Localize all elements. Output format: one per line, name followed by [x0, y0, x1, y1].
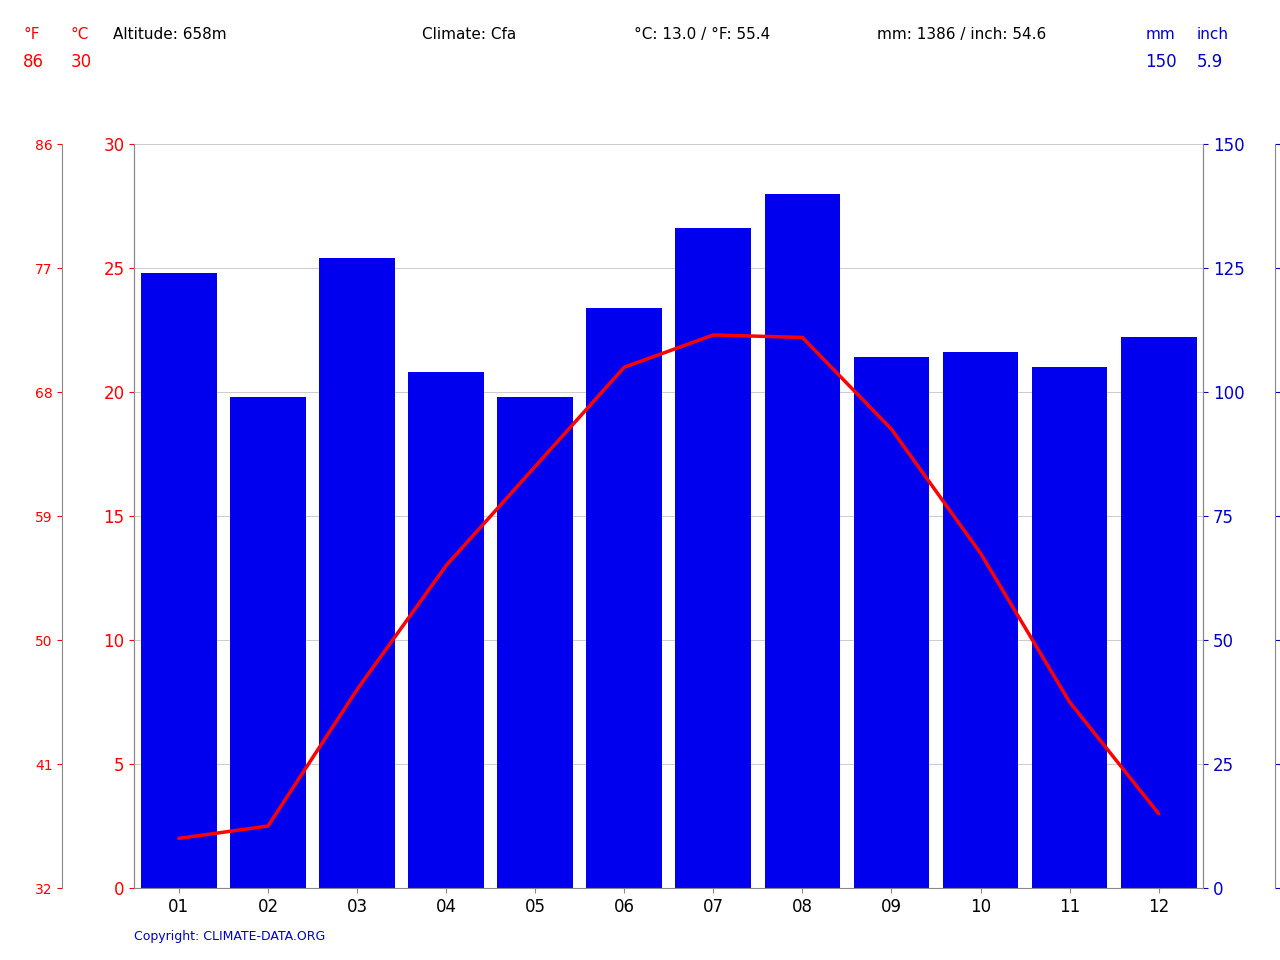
Bar — [230, 397, 306, 888]
Text: inch: inch — [1197, 27, 1229, 42]
Bar — [764, 194, 840, 888]
Text: °C: °C — [70, 27, 88, 42]
Text: mm: 1386 / inch: 54.6: mm: 1386 / inch: 54.6 — [877, 27, 1046, 42]
Bar — [319, 258, 396, 888]
Bar — [854, 357, 929, 888]
Text: 86: 86 — [23, 53, 44, 71]
Text: 150: 150 — [1146, 53, 1178, 71]
Bar — [408, 372, 484, 888]
Text: °C: 13.0 / °F: 55.4: °C: 13.0 / °F: 55.4 — [634, 27, 769, 42]
Text: mm: mm — [1146, 27, 1175, 42]
Bar — [141, 273, 216, 888]
Bar — [1121, 338, 1197, 888]
Text: 5.9: 5.9 — [1197, 53, 1224, 71]
Bar — [942, 352, 1019, 888]
Bar — [1032, 368, 1107, 888]
Bar — [498, 397, 573, 888]
Bar — [586, 307, 662, 888]
Bar — [676, 228, 751, 888]
Text: Climate: Cfa: Climate: Cfa — [422, 27, 517, 42]
Text: Altitude: 658m: Altitude: 658m — [113, 27, 227, 42]
Text: Copyright: CLIMATE-DATA.ORG: Copyright: CLIMATE-DATA.ORG — [134, 929, 325, 943]
Text: 30: 30 — [70, 53, 92, 71]
Text: °F: °F — [23, 27, 40, 42]
